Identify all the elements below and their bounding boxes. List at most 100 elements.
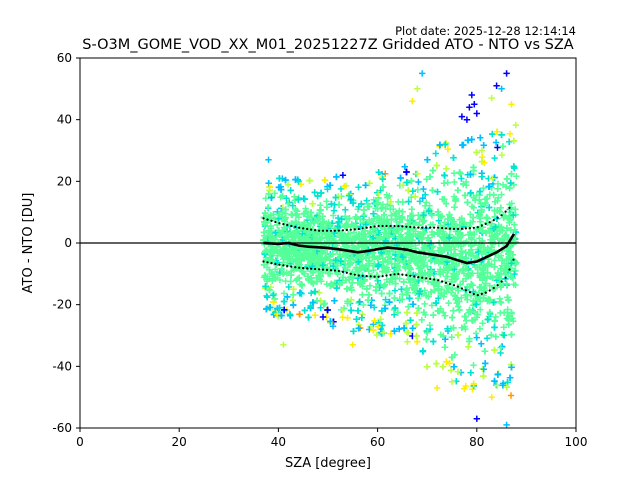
scatter-point: [298, 290, 305, 297]
scatter-point: [488, 232, 495, 240]
scatter-point: [263, 305, 270, 313]
scatter-point: [477, 306, 484, 313]
scatter-point: [305, 314, 312, 321]
scatter-point: [418, 236, 425, 243]
scatter-point: [495, 254, 502, 261]
scatter-point: [511, 226, 518, 233]
scatter-point: [381, 229, 388, 236]
scatter-point: [362, 254, 370, 262]
scatter-point: [311, 255, 319, 263]
scatter-point: [371, 304, 378, 311]
scatter-point: [361, 233, 369, 240]
scatter-point: [476, 325, 484, 332]
scatter-point: [330, 207, 338, 214]
scatter-point: [480, 184, 487, 192]
scatter-point: [374, 189, 381, 196]
scatter-point: [423, 292, 430, 299]
scatter-point: [276, 276, 284, 284]
scatter-point: [456, 298, 463, 305]
scatter-point: [482, 199, 489, 207]
scatter-point: [467, 272, 474, 279]
scatter-point: [494, 235, 501, 242]
scatter-point: [364, 203, 371, 210]
scatter-point: [470, 362, 477, 369]
scatter-point: [386, 278, 393, 286]
scatter-point: [476, 264, 483, 271]
scatter-point: [415, 178, 422, 186]
scatter-point: [366, 282, 374, 289]
scatter-point: [355, 203, 362, 210]
scatter-point: [433, 162, 440, 169]
scatter-point: [450, 262, 457, 269]
scatter-point: [439, 196, 446, 203]
scatter-point: [427, 288, 435, 296]
scatter-point: [279, 192, 286, 200]
scatter-point: [473, 334, 480, 341]
scatter-point: [357, 223, 364, 230]
scatter-point: [287, 271, 295, 279]
scatter-point: [491, 317, 498, 325]
scatter-point: [380, 329, 387, 336]
scatter-point: [446, 234, 453, 242]
scatter-point: [412, 193, 419, 200]
scatter-point: [345, 261, 352, 268]
scatter-point: [403, 168, 410, 176]
scatter-point: [424, 263, 431, 270]
scatter-point: [430, 311, 437, 319]
scatter-point: [327, 318, 334, 325]
scatter-point: [371, 317, 378, 325]
scatter-point: [493, 231, 500, 238]
scatter-point: [355, 184, 362, 191]
scatter-point: [372, 287, 380, 294]
scatter-point: [465, 231, 472, 238]
scatter-point: [506, 138, 513, 145]
scatter-point: [342, 277, 350, 284]
scatter-point: [360, 213, 367, 220]
scatter-point: [322, 250, 329, 257]
scatter-point: [412, 289, 419, 296]
scatter-point: [403, 286, 410, 294]
scatter-point: [423, 363, 431, 370]
scatter-point: [295, 214, 303, 221]
scatter-point: [310, 280, 317, 287]
scatter-point: [383, 216, 391, 223]
scatter-point: [455, 226, 462, 234]
scatter-point: [309, 200, 316, 207]
scatter-point: [302, 253, 310, 260]
scatter-point: [282, 206, 289, 213]
scatter-point: [506, 130, 514, 137]
scatter-point: [302, 205, 309, 212]
scatter-point: [420, 211, 427, 219]
scatter-point: [428, 302, 436, 309]
scatter-point: [272, 229, 279, 237]
scatter-point: [419, 195, 426, 202]
scatter-point: [482, 360, 489, 367]
scatter-point: [400, 324, 408, 332]
scatter-point: [286, 249, 293, 256]
scatter-point: [263, 276, 271, 283]
scatter-point: [303, 208, 310, 215]
scatter-point: [377, 316, 384, 323]
scatter-point: [374, 213, 381, 220]
scatter-point: [432, 278, 439, 286]
scatter-point: [413, 309, 421, 317]
scatter-point: [317, 189, 325, 197]
scatter-point: [272, 275, 279, 282]
scatter-point: [378, 290, 385, 297]
scatter-point: [348, 296, 355, 304]
scatter-point: [420, 309, 428, 316]
scatter-point: [399, 208, 406, 215]
scatter-point: [403, 309, 411, 316]
scatter-point: [430, 231, 438, 238]
scatter-point: [440, 180, 448, 187]
scatter-point: [283, 245, 290, 253]
plot-date-label: Plot date: 2025-12-28 12:14:14: [395, 24, 576, 38]
scatter-point: [324, 306, 331, 314]
scatter-point: [477, 272, 484, 280]
scatter-point: [407, 317, 414, 324]
scatter-point: [260, 261, 268, 269]
scatter-point: [491, 154, 498, 162]
scatter-point: [329, 250, 336, 258]
chart-title: S-O3M_GOME_VOD_XX_M01_20251227Z Gridded …: [82, 37, 573, 53]
